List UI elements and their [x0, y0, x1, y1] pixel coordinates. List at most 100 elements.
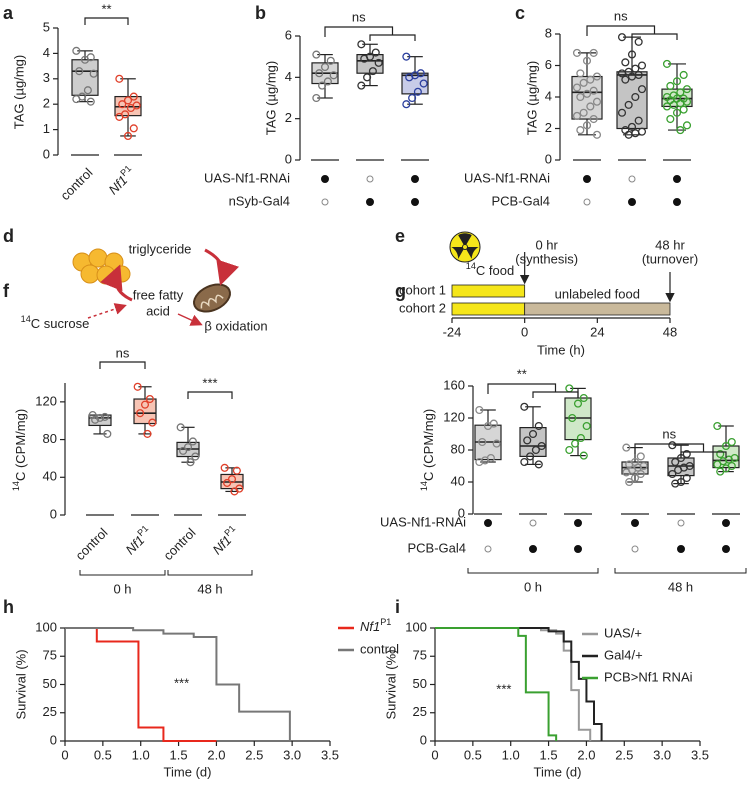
data-point [408, 93, 417, 103]
data-point [713, 460, 722, 469]
node-label: acid [146, 303, 170, 318]
legend-label: PCB>Nf1 RNAi [604, 669, 693, 684]
x-tick-label: 2.0 [577, 747, 595, 762]
data-point [716, 467, 725, 476]
data-point [682, 449, 691, 459]
y-tick-label: 120 [35, 393, 57, 408]
panel-letter: i [395, 597, 400, 617]
data-point [617, 69, 627, 78]
y-tick-label: 5 [43, 19, 50, 34]
data-point [326, 56, 335, 65]
panel-letter: c [515, 3, 525, 23]
data-point [589, 86, 598, 95]
genotype-dot-filled [631, 519, 639, 527]
data-point [666, 115, 675, 124]
data-point [520, 402, 529, 411]
data-point [534, 460, 543, 469]
panel-letter: e [395, 226, 405, 246]
fat-cells-icon [72, 248, 131, 285]
y-tick-label: 100 [35, 619, 57, 634]
genotype-dot-open [583, 198, 591, 206]
data-point [223, 478, 232, 487]
y-tick-label: 0 [285, 151, 292, 166]
y-tick-label: 8 [545, 25, 552, 40]
y-axis-label: Survival (%) [13, 649, 28, 719]
y-tick-label: 2 [43, 96, 50, 111]
y-axis-label: Survival (%) [383, 649, 398, 719]
group-label: 0 h [524, 579, 542, 594]
group-label: 48 h [668, 579, 693, 594]
significance-bracket [187, 391, 233, 399]
data-point [148, 418, 157, 427]
genotype-dot-open [628, 175, 636, 183]
genotype-dot-filled [484, 519, 492, 527]
mitochondrion-icon [193, 283, 231, 313]
y-tick-label: 3 [43, 70, 50, 85]
x-tick-label: 3.0 [283, 747, 301, 762]
significance-label: ns [662, 426, 676, 441]
data-point [230, 487, 239, 496]
cohort-label: cohort 2 [399, 300, 446, 315]
significance-bracket [586, 25, 678, 40]
data-point [674, 465, 683, 475]
data-point [133, 382, 142, 391]
y-tick-label: 6 [545, 57, 552, 72]
significance-label: ns [352, 9, 366, 24]
genotype-dot-open [484, 545, 492, 553]
genotype-dot-open [631, 545, 639, 553]
genotype-dot-open [321, 198, 329, 206]
data-point [312, 93, 321, 103]
node-label: β oxidation [204, 318, 267, 333]
y-tick-label: 100 [405, 619, 427, 634]
data-point [572, 48, 582, 57]
significance-bracket [487, 383, 579, 398]
genotype-dot-filled [574, 545, 582, 553]
data-point [637, 85, 647, 94]
segment-label: unlabeled food [555, 286, 640, 301]
legend-label-part: P1 [380, 617, 391, 627]
data-point [232, 466, 241, 475]
source-label-part: 14 [21, 314, 31, 324]
x-tick-label: Nf1P1 [104, 164, 138, 198]
significance-bracket [324, 26, 416, 41]
x-tick-label: 0.5 [464, 747, 482, 762]
data-point [572, 83, 582, 92]
box [133, 398, 157, 425]
x-tick-label: 48 [663, 324, 677, 339]
data-point [592, 130, 602, 139]
significance-label: ns [116, 345, 130, 360]
data-point [368, 67, 377, 76]
cohort-label: cohort 1 [399, 282, 446, 297]
data-point [631, 92, 640, 102]
y-axis-label: TAG (µg/mg) [524, 61, 539, 135]
data-point [662, 102, 672, 111]
data-point [636, 469, 645, 479]
food-label-part: C food [476, 263, 514, 278]
significance-bracket [99, 361, 146, 369]
y-tick-label: 4 [43, 45, 50, 60]
data-point [634, 37, 643, 46]
x-tick-label: 2.5 [615, 747, 633, 762]
group-bracket [614, 568, 747, 574]
y-axis-label: TAG (µg/mg) [263, 61, 278, 135]
y-tick-label: 75 [413, 648, 427, 663]
data-point [318, 81, 327, 90]
survival-curve [435, 627, 558, 741]
genotype-dot-open [677, 519, 685, 527]
genotype-dot-open [529, 519, 537, 527]
marker-label: 48 hr [655, 237, 685, 252]
x-tick-label: 0 [61, 747, 68, 762]
data-point [186, 458, 195, 467]
data-point [679, 70, 688, 79]
data-point [86, 97, 95, 106]
data-point [88, 411, 97, 420]
group-bracket [467, 568, 599, 574]
data-point [579, 393, 588, 403]
genotype-dot-filled [321, 175, 329, 183]
significance-bracket [634, 443, 727, 458]
data-point [126, 103, 135, 113]
source-label-part: C sucrose [31, 316, 90, 331]
significance-label: *** [202, 375, 217, 390]
timeline-segment [524, 302, 671, 316]
y-axis-label: 14C (CPM/mg) [419, 409, 436, 491]
